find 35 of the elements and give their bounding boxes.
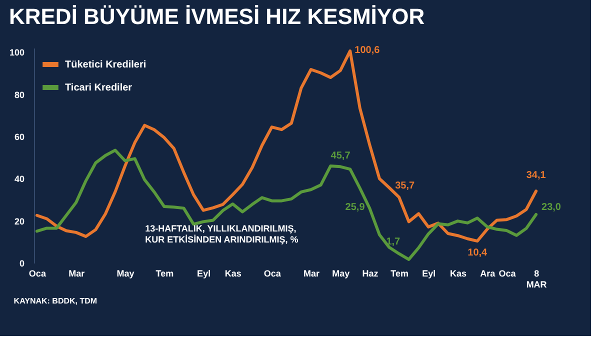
x-tick-label: Kas [224, 268, 242, 278]
x-tick-label: Oca [498, 268, 517, 278]
x-tick-label: May [116, 268, 134, 278]
x-tick-label: May [332, 268, 350, 278]
annotation: 35,7 [395, 180, 415, 192]
x-tick-label: Oca [28, 268, 47, 278]
x-tick-label: Haz [362, 268, 379, 278]
x-tick-label: Mar [303, 268, 320, 278]
x-tick-label: Mar [68, 268, 86, 278]
annotation: 45,7 [330, 150, 351, 162]
annotation: 1,7 [386, 236, 401, 248]
x-tick-label: Kas [450, 268, 467, 278]
x-tick-label: Tem [156, 268, 174, 278]
y-tick-label: 40 [14, 174, 24, 184]
legend-label: Ticari Krediler [65, 82, 132, 94]
y-tick-label: 100 [9, 48, 24, 58]
text: KAYNAK: BDDK, TDM [14, 296, 98, 306]
y-tick-label: 60 [14, 132, 24, 142]
y-tick-label: 20 [14, 216, 24, 226]
legend-label: Tüketici Kredileri [65, 60, 146, 70]
y-tick-label: 0 [19, 258, 24, 268]
annotation: 34,1 [526, 170, 546, 181]
x-tick-label: Tem [390, 268, 408, 278]
annotation: 100,6 [354, 45, 380, 56]
x-tick-label: Ara [480, 268, 496, 278]
x-tick-label: Oca [264, 268, 282, 278]
annotation: 13-HAFTALIK, YILLIKLANDIRILMIŞ, KUR ETKİSİNDEN ARINDIRILMIŞ, % [145, 223, 298, 244]
x-tick-label: 8 MAR [526, 268, 548, 290]
annotation: 10,4 [468, 247, 488, 258]
y-tick-label: 80 [14, 90, 24, 100]
chart-title: KREDİ BÜYÜME İVMESİ HIZ KESMİYOR [8, 4, 425, 30]
x-tick-label: Eyl [197, 268, 211, 278]
x-tick-label: Eyl [422, 268, 436, 278]
annotation: 25,9 [345, 202, 366, 214]
text: 23,0 [542, 202, 562, 214]
